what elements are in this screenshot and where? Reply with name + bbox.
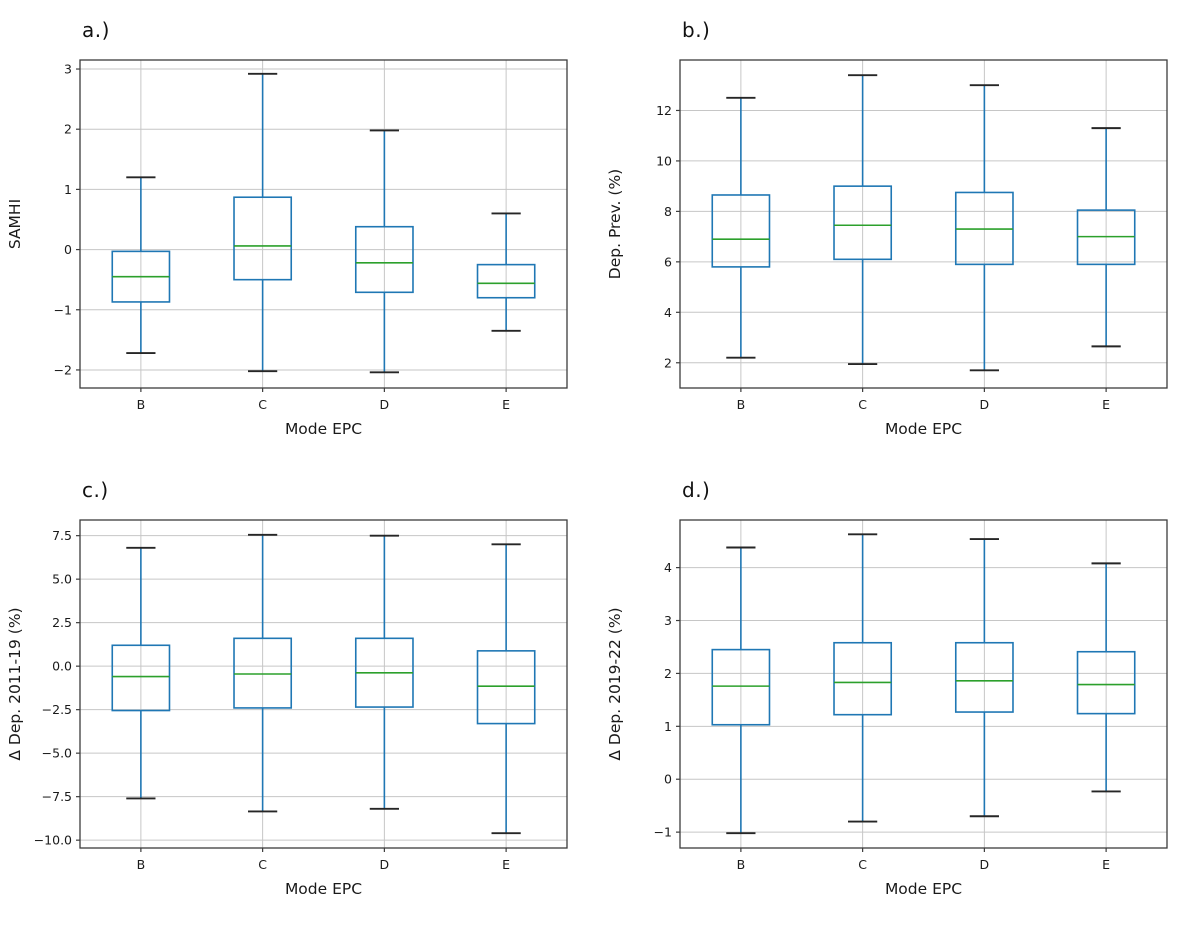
svg-text:Δ Dep. 2019-22 (%): Δ Dep. 2019-22 (%) <box>606 607 624 760</box>
svg-text:10: 10 <box>656 153 672 168</box>
svg-text:B: B <box>137 397 146 412</box>
svg-text:D: D <box>980 397 990 412</box>
panel-b: b.) 2 4 6 8 10 12 B C D E Mode EPC Dep. Prev. (%) <box>600 6 1200 466</box>
svg-text:−1: −1 <box>654 825 672 840</box>
svg-text:C: C <box>258 397 267 412</box>
panel-c: c.) 7.5 5.0 2.5 0.0 −2.5 −5.0 −7.5 −10.0 B C D E Mod… <box>0 466 600 926</box>
svg-text:Mode EPC: Mode EPC <box>885 880 962 898</box>
svg-text:1: 1 <box>64 182 72 197</box>
panel-a-boxplot-chart: −2 −1 0 1 2 3 B C D E Mode EPC SAMHI <box>6 59 568 438</box>
svg-text:E: E <box>1102 397 1110 412</box>
svg-text:12: 12 <box>656 103 672 118</box>
svg-text:C: C <box>858 857 867 872</box>
svg-text:B: B <box>737 857 746 872</box>
svg-text:0.0: 0.0 <box>52 659 72 674</box>
svg-text:C: C <box>858 397 867 412</box>
svg-text:0: 0 <box>664 772 672 787</box>
svg-text:Dep. Prev. (%): Dep. Prev. (%) <box>606 169 624 279</box>
svg-text:3: 3 <box>64 62 72 77</box>
svg-text:E: E <box>1102 857 1110 872</box>
svg-text:−2: −2 <box>54 362 72 377</box>
svg-text:3: 3 <box>664 613 672 628</box>
svg-text:D: D <box>980 857 990 872</box>
panel-d-boxplot-chart: −1 0 1 2 3 4 B C D E Mode EPC Δ Dep. 2019-22 (%) <box>606 519 1168 898</box>
svg-text:C: C <box>258 857 267 872</box>
svg-text:E: E <box>502 857 510 872</box>
svg-text:2: 2 <box>664 666 672 681</box>
panel-c-boxplot-chart: 7.5 5.0 2.5 0.0 −2.5 −5.0 −7.5 −10.0 B C D E Mode EP… <box>6 519 568 898</box>
svg-text:4: 4 <box>664 305 672 320</box>
svg-text:1: 1 <box>664 719 672 734</box>
svg-text:−7.5: −7.5 <box>42 789 72 804</box>
svg-text:2: 2 <box>64 122 72 137</box>
svg-text:Mode EPC: Mode EPC <box>885 420 962 438</box>
svg-text:−2.5: −2.5 <box>42 702 72 717</box>
svg-text:Mode EPC: Mode EPC <box>285 880 362 898</box>
panel-a: a.) −2 −1 0 1 2 3 B C D E Mode EPC SAMHI <box>0 6 600 466</box>
svg-text:7.5: 7.5 <box>52 528 72 543</box>
svg-text:2: 2 <box>664 355 672 370</box>
panel-a-label: a.) <box>82 18 110 42</box>
svg-text:4: 4 <box>664 560 672 575</box>
svg-text:5.0: 5.0 <box>52 572 72 587</box>
svg-text:8: 8 <box>664 204 672 219</box>
panel-c-label: c.) <box>82 478 109 502</box>
svg-text:D: D <box>380 857 390 872</box>
panel-b-label: b.) <box>682 18 711 42</box>
svg-text:B: B <box>737 397 746 412</box>
svg-text:2.5: 2.5 <box>52 615 72 630</box>
svg-text:Δ Dep. 2011-19 (%): Δ Dep. 2011-19 (%) <box>6 607 24 760</box>
svg-text:−1: −1 <box>54 302 72 317</box>
svg-text:E: E <box>502 397 510 412</box>
svg-text:−10.0: −10.0 <box>34 833 72 848</box>
svg-text:6: 6 <box>664 254 672 269</box>
svg-text:D: D <box>380 397 390 412</box>
panel-d-label: d.) <box>682 478 711 502</box>
svg-text:B: B <box>137 857 146 872</box>
panel-d: d.) −1 0 1 2 3 4 B C D E Mode EPC Δ Dep. 2019-22 (%… <box>600 466 1200 926</box>
svg-text:−5.0: −5.0 <box>42 746 72 761</box>
panel-b-boxplot-chart: 2 4 6 8 10 12 B C D E Mode EPC Dep. Prev. (%) <box>606 59 1168 438</box>
svg-text:Mode EPC: Mode EPC <box>285 420 362 438</box>
svg-text:SAMHI: SAMHI <box>6 199 24 249</box>
svg-text:0: 0 <box>64 242 72 257</box>
